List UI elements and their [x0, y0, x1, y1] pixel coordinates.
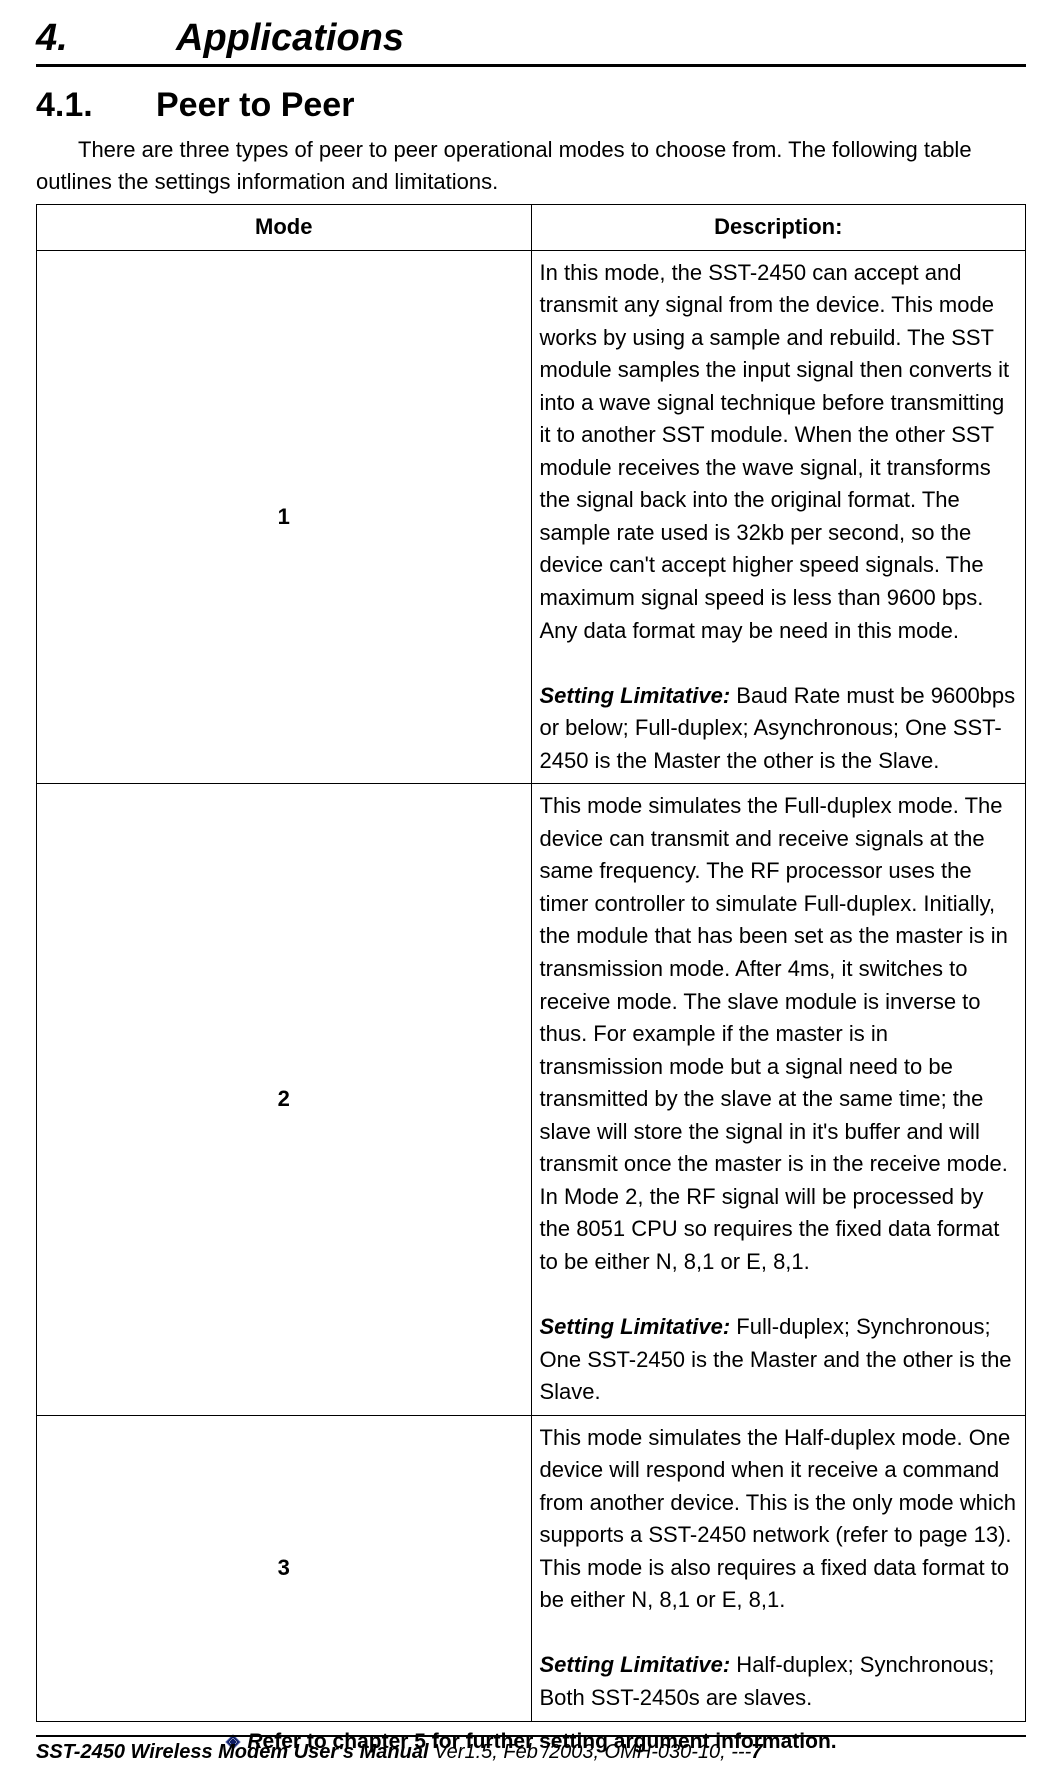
subsection-heading: 4.1.Peer to Peer	[36, 87, 1026, 124]
table-row: 1 In this mode, the SST-2450 can accept …	[37, 250, 1026, 784]
setting-limitative-label: Setting Limitative:	[540, 1314, 731, 1339]
mode-number: 1	[37, 250, 532, 784]
mode-description: In this mode, the SST-2450 can accept an…	[531, 250, 1026, 784]
page: 4.Applications 4.1.Peer to Peer There ar…	[0, 0, 1062, 1774]
mode-number: 3	[37, 1415, 532, 1721]
table-header-description: Description:	[531, 204, 1026, 250]
footer-page-number: 7	[751, 1741, 762, 1763]
modes-table: Mode Description: 1 In this mode, the SS…	[36, 204, 1026, 1722]
setting-limitative-label: Setting Limitative:	[540, 683, 731, 708]
table-header-mode: Mode	[37, 204, 532, 250]
subsection-title: Peer to Peer	[156, 86, 354, 124]
table-row: 3 This mode simulates the Half-duplex mo…	[37, 1415, 1026, 1721]
mode-description: This mode simulates the Full-duplex mode…	[531, 784, 1026, 1415]
section-number: 4.	[36, 18, 176, 60]
mode-body: This mode simulates the Full-duplex mode…	[540, 793, 1008, 1274]
footer-rest: Ver1.5, Feb /2003, OMH-030-10, ---	[429, 1741, 752, 1763]
mode-number: 2	[37, 784, 532, 1415]
intro-paragraph: There are three types of peer to peer op…	[36, 134, 1026, 198]
setting-limitative-label: Setting Limitative:	[540, 1652, 731, 1677]
table-row: 2 This mode simulates the Full-duplex mo…	[37, 784, 1026, 1415]
section-title: Applications	[176, 17, 404, 59]
page-footer: SST-2450 Wireless Modem User's Manual Ve…	[36, 1735, 1026, 1764]
section-heading: 4.Applications	[36, 18, 1026, 67]
mode-body: In this mode, the SST-2450 can accept an…	[540, 260, 1010, 643]
mode-description: This mode simulates the Half-duplex mode…	[531, 1415, 1026, 1721]
mode-body: This mode simulates the Half-duplex mode…	[540, 1425, 1017, 1613]
subsection-number: 4.1.	[36, 87, 156, 124]
footer-title: SST-2450 Wireless Modem User's Manual	[36, 1741, 429, 1763]
